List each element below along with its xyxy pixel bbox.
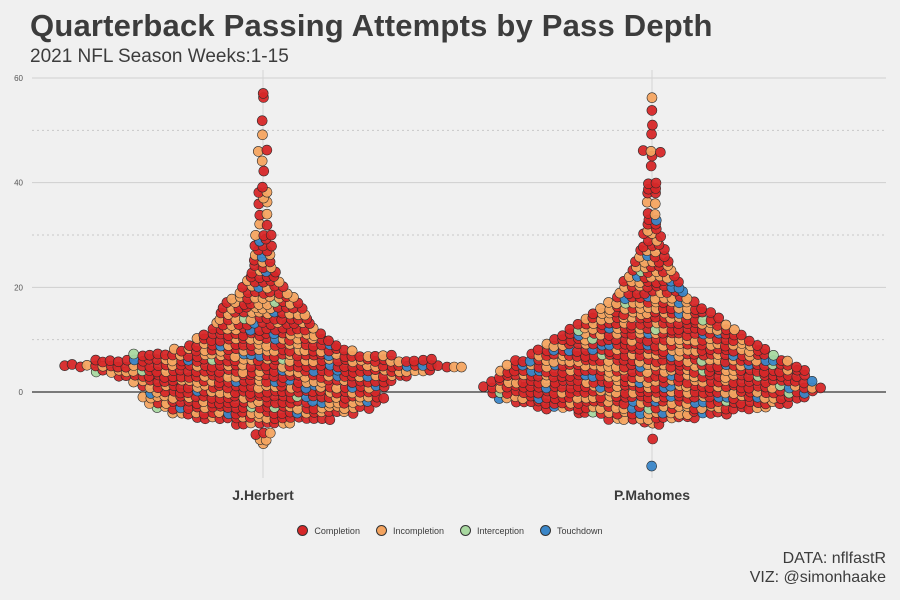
point-completion: [696, 303, 708, 315]
grid: [32, 70, 886, 478]
point-completion: [315, 328, 327, 340]
point-completion: [113, 356, 124, 368]
point-completion: [646, 128, 657, 140]
legend-label-completion: Completion: [314, 525, 360, 536]
point-incompletion: [261, 208, 273, 220]
chart-subtitle: 2021 NFL Season Weeks:1-15: [30, 46, 289, 67]
series-p-mahomes: [478, 92, 826, 472]
point-completion: [743, 335, 755, 347]
point-completion: [532, 344, 544, 356]
point-incompletion: [346, 345, 358, 357]
legend-swatch-interception: [459, 525, 471, 536]
point-completion: [647, 119, 658, 131]
legend-label-touchdown: Touchdown: [557, 525, 603, 536]
point-completion: [647, 433, 659, 445]
point-completion: [645, 160, 657, 172]
point-incompletion: [649, 198, 661, 209]
point-completion: [791, 361, 802, 373]
point-completion: [408, 355, 420, 367]
x-tick-label: P.Mahomes: [614, 487, 690, 503]
y-tick-label: 0: [19, 388, 24, 397]
point-interception: [128, 348, 139, 360]
point-incompletion: [646, 92, 658, 103]
point-completion: [705, 307, 717, 318]
legend-item-touchdown: Touchdown: [540, 525, 603, 536]
point-incompletion: [256, 155, 268, 167]
caption-viz-credit: VIZ: @simonhaake: [749, 569, 886, 586]
point-incompletion: [456, 361, 467, 373]
legend-item-incompletion: Incompletion: [375, 525, 444, 536]
point-incompletion: [782, 355, 793, 367]
point-completion: [261, 144, 273, 156]
point-completion: [257, 88, 269, 99]
point-completion: [713, 312, 725, 324]
caption: DATA: nflfastR VIZ: @simonhaake: [750, 549, 886, 587]
caption-data-source: DATA: nflfastR: [782, 550, 886, 567]
legend-item-interception: Interception: [459, 525, 525, 536]
point-incompletion: [729, 324, 740, 336]
point-incompletion: [649, 209, 661, 220]
point-interception: [768, 349, 779, 361]
x-tick-label: J.Herbert: [232, 487, 294, 503]
point-completion: [266, 240, 277, 252]
point-completion: [646, 105, 658, 116]
point-completion: [650, 177, 662, 189]
point-completion: [426, 353, 437, 365]
legend-swatch-touchdown: [540, 525, 552, 536]
legend-label-incompletion: Incompletion: [392, 525, 444, 536]
point-completion: [198, 329, 210, 341]
point-completion: [261, 219, 273, 231]
point-completion: [257, 181, 268, 193]
legend: Completion Incompletion Interception Tou…: [0, 525, 900, 536]
point-incompletion: [645, 146, 657, 157]
point-incompletion: [264, 427, 276, 439]
point-incompletion: [720, 319, 732, 331]
y-tick-label: 40: [14, 179, 23, 188]
point-touchdown: [646, 460, 658, 472]
point-touchdown: [806, 375, 818, 387]
point-completion: [378, 392, 390, 404]
legend-item-completion: Completion: [297, 525, 360, 536]
series-j-herbert: [59, 88, 467, 450]
point-completion: [256, 115, 268, 126]
point-completion: [815, 382, 826, 394]
legend-swatch-incompletion: [375, 525, 387, 536]
point-completion: [258, 165, 270, 177]
point-incompletion: [257, 129, 268, 141]
legend-swatch-completion: [297, 525, 309, 536]
legend-label-interception: Interception: [476, 525, 525, 536]
point-completion: [330, 340, 342, 352]
point-completion: [386, 349, 397, 361]
chart-title: Quarterback Passing Attempts by Pass Dep…: [30, 8, 713, 43]
point-completion: [265, 229, 277, 241]
y-tick-label: 60: [14, 74, 23, 83]
y-tick-label: 20: [14, 283, 23, 292]
point-completion: [323, 335, 334, 347]
point-completion: [655, 147, 666, 158]
